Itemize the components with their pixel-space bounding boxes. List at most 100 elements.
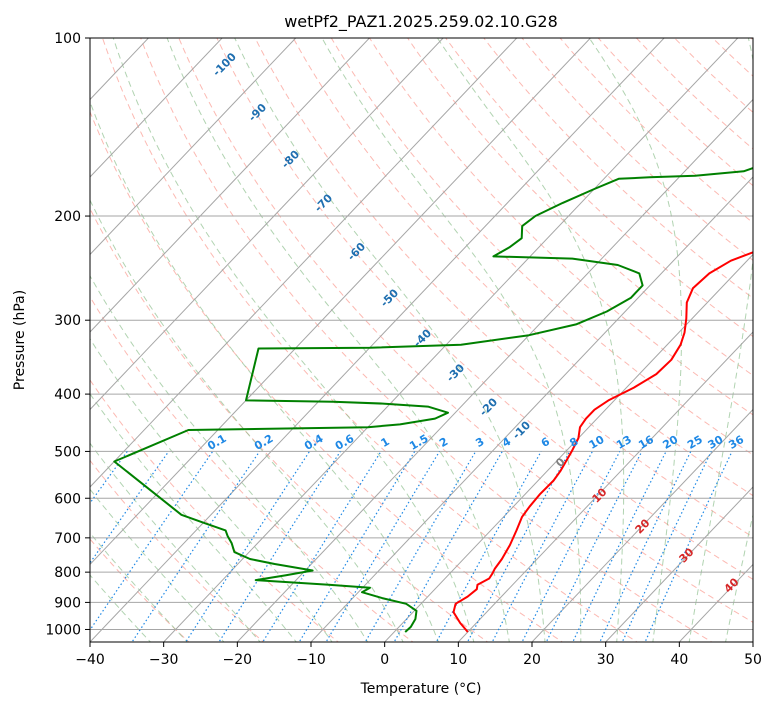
y-tick-label: 800 (54, 565, 81, 581)
mixing-ratio-line (545, 451, 643, 642)
y-tick-label: 500 (54, 444, 81, 460)
y-tick-label: 400 (54, 387, 81, 403)
mixing-ratio-label: 10 (587, 433, 607, 452)
mixing-ratio-label: 16 (636, 433, 656, 452)
dry-adiabat (292, 38, 753, 497)
y-tick-label: 200 (54, 209, 81, 225)
mixing-ratio-line (364, 451, 477, 642)
mixing-ratio-label: 30 (706, 433, 726, 452)
mixing-ratio-label: 6 (539, 435, 552, 450)
adiabat-label: 30 (677, 545, 697, 565)
plot-frame (89, 37, 754, 643)
dry-adiabat (140, 38, 713, 642)
y-tick-label: 300 (54, 313, 81, 329)
dry-adiabat (90, 379, 340, 642)
x-tick-label: −20 (223, 652, 253, 668)
isotherm (90, 38, 592, 566)
moist-adiabat (166, 38, 510, 642)
y-tick-label: 600 (54, 491, 81, 507)
mixing-ratio-label: 1.5 (407, 432, 430, 453)
mixing-ratio-label: 13 (614, 433, 634, 452)
isotherm (90, 38, 371, 333)
wetbulb-label: -50 (378, 286, 401, 309)
grid-layer (90, 38, 753, 642)
mixing-ratio-line (262, 451, 382, 642)
isotherm (531, 408, 753, 642)
mixing-ratio-label: 36 (726, 433, 746, 452)
x-tick-label: 20 (523, 652, 541, 668)
mixing-ratio-line (90, 451, 128, 505)
moist-adiabat (90, 274, 369, 642)
mixing-ratio-line (90, 451, 170, 564)
isotherm (604, 486, 753, 642)
mixing-ratio-label: 4 (500, 435, 513, 450)
x-axis-label: Temperature (°C) (360, 681, 482, 697)
moist-adiabat (90, 199, 404, 642)
dry-adiabat (406, 38, 753, 377)
x-tick-label: 50 (744, 652, 762, 668)
y-axis: 100 200 300 400 500 600 700 800 900 1000 (45, 31, 90, 638)
isotherm (310, 176, 753, 642)
mixing-ratio-line (572, 451, 667, 642)
wetbulb-label: -70 (312, 191, 335, 214)
isotherm (90, 38, 297, 256)
mixing-ratio-line (325, 451, 441, 642)
y-tick-label: 100 (54, 31, 81, 47)
moist-adiabat (436, 38, 625, 642)
mixing-ratio-line (131, 451, 260, 642)
mixing-ratio-line (393, 451, 503, 642)
mixing-ratio-line (90, 451, 214, 632)
y-tick-label: 900 (54, 595, 81, 611)
mixing-ratio-label: 20 (660, 433, 680, 452)
dry-adiabat (711, 38, 753, 77)
x-tick-label: −10 (296, 652, 326, 668)
mixing-ratio-label: 3 (473, 435, 486, 450)
adiabat-label: 10 (590, 485, 610, 505)
y-tick-label: 700 (54, 531, 81, 547)
isotherm (90, 38, 444, 411)
mixing-ratio-line (435, 451, 542, 642)
wetbulb-label: -80 (279, 148, 302, 171)
x-tick-label: 0 (380, 652, 389, 668)
isotherm (90, 38, 518, 488)
mixing-ratio-line (218, 451, 341, 642)
wetbulb-label: -90 (246, 101, 269, 124)
mixing-ratio-line (185, 451, 311, 642)
mixing-ratio-label: 25 (685, 433, 705, 452)
mixing-ratio-line (491, 451, 593, 642)
dry-adiabat (635, 38, 753, 150)
mixing-ratio-label: 0.6 (333, 432, 357, 453)
dry-adiabat (483, 38, 753, 299)
adiabat-label: 40 (722, 575, 742, 595)
isotherm (90, 38, 223, 178)
moist-adiabat (90, 532, 188, 642)
mixing-ratio-label: 2 (437, 435, 450, 450)
mixing-ratio-line (521, 451, 621, 642)
mixing-ratio-label: 0.1 (205, 432, 228, 453)
dry-adiabat (368, 38, 753, 416)
x-tick-label: 10 (449, 652, 467, 668)
moist-adiabat (90, 442, 261, 642)
dry-adiabat (90, 459, 265, 642)
mixing-ratio-line (466, 451, 571, 642)
x-tick-label: −30 (149, 652, 179, 668)
annotation-layer: -100-90-80-70-60-50-40-30-20-100.1 0.2 0.4… (205, 50, 746, 595)
temperature-profile (452, 251, 753, 633)
dewpoint-profile (113, 166, 753, 633)
wetbulb-label: -20 (477, 395, 500, 418)
dry-adiabat (254, 38, 753, 538)
chart-title: wetPf2_PAZ1.2025.259.02.10.G28 (284, 12, 558, 32)
dry-adiabat (90, 110, 564, 642)
mixing-ratio-line (621, 451, 712, 642)
x-tick-label: 40 (670, 652, 688, 668)
mixing-ratio-line (599, 451, 692, 642)
x-tick-label: 30 (597, 652, 615, 668)
isotherm (752, 641, 753, 642)
isotherm (383, 253, 753, 642)
wetbulb-label: -60 (345, 240, 368, 263)
x-axis: −40 −30 −20 −10 0 10 20 30 40 50 (75, 642, 762, 668)
moist-adiabat (234, 38, 546, 642)
dry-adiabat (673, 38, 753, 114)
x-tick-label: −40 (75, 652, 105, 668)
